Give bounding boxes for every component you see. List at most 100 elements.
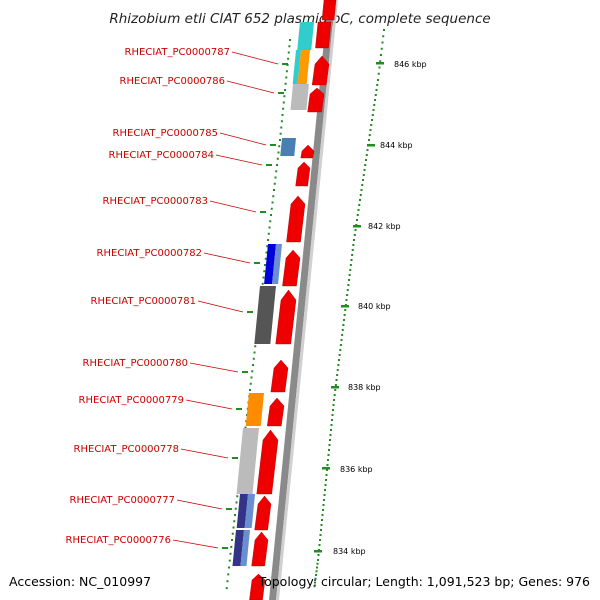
inner-tick: [284, 89, 286, 91]
inner-tick: [264, 264, 266, 266]
outer-tick: [372, 109, 375, 111]
inner-tick: [279, 139, 281, 141]
inner-tick: [269, 220, 272, 223]
outer-tick: [371, 114, 374, 116]
outer-tick: [315, 570, 318, 573]
cds-arrow: [282, 249, 301, 287]
gene-tick: [242, 371, 248, 373]
outer-tick: [313, 585, 316, 588]
outer-tick: [329, 434, 332, 436]
gene-tick: [254, 262, 260, 264]
inner-tick: [277, 151, 280, 154]
outer-tick: [351, 249, 354, 251]
inner-tick: [278, 145, 281, 148]
gene-label-text: RHECIAT_PC0000776: [66, 535, 171, 546]
outer-tick: [342, 324, 345, 326]
inner-tick: [276, 157, 279, 160]
inner-tick: [270, 207, 273, 210]
inner-tick: [274, 176, 277, 179]
outer-tick: [333, 394, 336, 396]
feature-block: [245, 393, 264, 426]
outer-tick: [383, 29, 385, 31]
gene-leader-line: [215, 154, 263, 166]
gene-leader-line: [180, 448, 229, 459]
gene-leader-line: [176, 499, 223, 510]
outer-tick: [374, 94, 377, 96]
outer-tick: [325, 474, 328, 476]
gene-tick: [236, 408, 242, 410]
kbp-label: 846 kbp: [394, 60, 427, 69]
outer-tick: [319, 534, 322, 536]
major-tick: [331, 386, 339, 389]
outer-tick: [318, 544, 321, 546]
kbp-label: 838 kbp: [348, 383, 381, 392]
outer-tick: [353, 234, 356, 236]
outer-tick: [346, 289, 349, 291]
gene-label: RHECIAT_PC0000776: [66, 535, 228, 549]
outer-tick: [323, 499, 325, 501]
outer-tick: [327, 459, 329, 461]
outer-tick: [340, 339, 343, 341]
inner-tick: [282, 107, 285, 110]
inner-tick: [252, 357, 255, 360]
inner-tick: [275, 170, 278, 173]
outer-tick: [321, 514, 324, 516]
cds-arrow: [321, 0, 337, 21]
outer-tick: [380, 54, 382, 56]
inner-tick: [261, 282, 264, 285]
gene-label: RHECIAT_PC0000786: [120, 76, 284, 94]
cds-arrow: [249, 573, 266, 600]
inner-tick: [288, 45, 291, 48]
gene-tick: [222, 547, 228, 549]
gene-tick: [282, 63, 288, 65]
outer-tick: [352, 244, 355, 246]
outer-tick: [335, 379, 338, 381]
outer-tick: [341, 329, 344, 331]
inner-tick: [273, 182, 276, 185]
outer-tick: [346, 294, 349, 296]
gene-label-text: RHECIAT_PC0000787: [125, 47, 230, 58]
gene-label-text: RHECIAT_PC0000780: [83, 358, 188, 369]
outer-tick: [369, 129, 372, 131]
outer-tick: [370, 124, 373, 126]
outer-tick: [362, 174, 365, 176]
outer-tick: [330, 429, 332, 431]
outer-tick: [328, 444, 331, 446]
outer-tick: [325, 479, 327, 481]
outer-tick: [314, 581, 316, 584]
major-tick: [367, 144, 375, 147]
outer-tick: [381, 41, 384, 44]
gene-tick: [270, 144, 276, 146]
feature-block: [254, 286, 276, 344]
gene-label: RHECIAT_PC0000777: [70, 495, 232, 510]
gene-label: RHECIAT_PC0000778: [74, 444, 238, 459]
outer-tick: [339, 344, 342, 346]
gene-label-text: RHECIAT_PC0000782: [97, 248, 202, 259]
summary-text: Topology: circular; Length: 1,091,523 bp…: [258, 574, 590, 589]
outer-tick: [328, 449, 330, 451]
outer-tick: [343, 319, 345, 321]
gene-label-text: RHECIAT_PC0000785: [113, 128, 218, 139]
outer-tick: [315, 574, 317, 576]
major-tick: [322, 467, 330, 470]
inner-tick: [280, 120, 283, 123]
outer-tick: [329, 439, 331, 441]
gene-label-text: RHECIAT_PC0000786: [120, 76, 225, 87]
outer-tick: [371, 119, 373, 121]
outer-tick: [357, 209, 360, 211]
gene-label-text: RHECIAT_PC0000784: [109, 150, 214, 161]
outer-tick: [330, 424, 333, 426]
cds-arrow: [307, 87, 325, 113]
inner-tick: [279, 132, 282, 135]
outer-tick: [322, 509, 324, 511]
inner-tick: [230, 545, 233, 548]
outer-tick: [349, 264, 352, 266]
inner-tick: [250, 376, 253, 379]
inner-tick: [234, 514, 236, 516]
outer-tick: [351, 254, 354, 256]
inner-tick: [254, 345, 257, 348]
cds-arrow: [315, 21, 332, 49]
inner-tick: [249, 389, 251, 391]
gene-leader-line: [172, 539, 219, 549]
